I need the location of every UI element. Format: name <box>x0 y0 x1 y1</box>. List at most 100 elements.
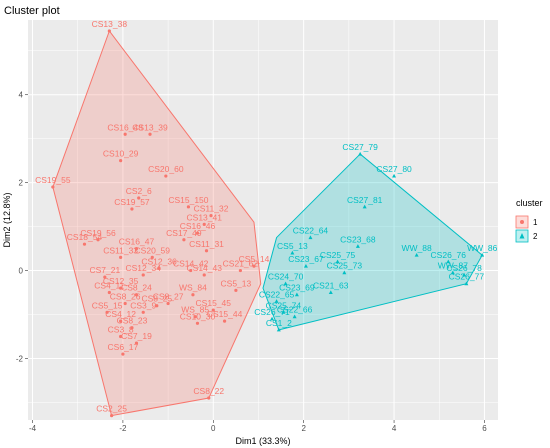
cluster-2-point <box>328 290 333 295</box>
point-label: CS8_25 <box>141 294 172 304</box>
cluster-1-point <box>130 326 134 330</box>
point-label: CS12_36 <box>141 256 177 266</box>
point-label: CS10_30 <box>180 311 216 321</box>
point-label: CS10_29 <box>103 149 139 159</box>
point-label: CS8_27 <box>153 292 184 302</box>
cluster-1-point <box>202 273 206 277</box>
point-label: CS3_9 <box>130 300 156 310</box>
cluster-1-point <box>51 185 55 189</box>
cluster-2-point <box>281 310 286 314</box>
point-label: CS21_63 <box>313 281 349 291</box>
cluster-2-point <box>292 314 297 319</box>
point-label: CS8_22 <box>193 386 224 396</box>
cluster-2-point <box>335 259 340 264</box>
cluster-1-point <box>155 304 159 308</box>
cluster-hulls <box>52 29 483 417</box>
point-label: CS1_2 <box>266 318 292 328</box>
point-label: CS25_75 <box>320 250 356 260</box>
cluster-1-point <box>119 334 123 339</box>
point-label: CS13_41 <box>187 212 223 222</box>
cluster-1-point <box>157 266 161 270</box>
point-label: CS8_24 <box>121 283 152 293</box>
point-label: CS27_79 <box>342 142 378 152</box>
cluster-1-point <box>207 396 211 400</box>
cluster-1-point <box>119 159 123 163</box>
cluster-1-point <box>211 308 215 312</box>
point-label: CS16_47 <box>119 237 155 247</box>
x-axis-label: Dim1 (33.3%) <box>235 436 290 446</box>
point-label: CS14_43 <box>187 263 223 273</box>
point-label: CS26_77 <box>449 272 485 282</box>
point-label: CS15_150 <box>168 195 208 205</box>
cluster-1-point <box>238 268 243 273</box>
cluster-1-point <box>134 293 139 297</box>
point-label: CS18_54 <box>67 232 103 242</box>
point-label: CS26_76 <box>431 250 467 260</box>
point-label: CS11_32 <box>194 204 229 214</box>
cluster-1-point <box>141 310 145 314</box>
x-tick-label: 6 <box>482 424 487 433</box>
cluster-1-point <box>82 242 87 246</box>
cluster-1-point <box>121 352 125 356</box>
cluster-1-point <box>195 231 200 235</box>
cluster-1-point <box>164 174 168 178</box>
point-label: CS8_26 <box>110 292 141 302</box>
cluster-1-point <box>189 268 193 273</box>
point-label: CS11_31 <box>189 239 224 249</box>
point-label: CS2_6 <box>126 186 152 196</box>
cluster-1-point <box>148 132 152 136</box>
point-label: CS5_13 <box>221 278 252 288</box>
legend-label: 2 <box>533 232 538 241</box>
cluster-1-point <box>186 205 191 209</box>
point-label: CS23_67 <box>288 254 324 264</box>
point-label: CS23_69 <box>279 283 315 293</box>
point-label: CS5_14 <box>239 254 270 264</box>
x-tick-label: -4 <box>29 424 37 433</box>
cluster-1-point <box>123 301 127 306</box>
cluster-2-point <box>462 272 467 277</box>
point-label: CS7_19 <box>121 331 152 341</box>
point-label: CS4_11 <box>94 281 124 291</box>
point-label: CS19_56 <box>80 228 116 238</box>
cluster-1-point <box>107 29 111 33</box>
cluster-2-point <box>274 299 279 303</box>
point-label: CS11_33 <box>103 245 138 255</box>
cluster-1-point <box>193 315 197 319</box>
point-label: CS4_12 <box>105 309 136 319</box>
point-label: CS13_39 <box>132 122 168 132</box>
cluster-1-point <box>191 293 195 297</box>
cluster-1-point <box>204 249 209 253</box>
legend-label: 1 <box>533 218 538 227</box>
point-label: CS26_78 <box>446 263 482 273</box>
cluster-1-point <box>150 255 154 259</box>
cluster-1-point <box>96 238 100 242</box>
x-tick-label: 0 <box>211 424 216 433</box>
legend: cluster 1 2 <box>515 198 543 243</box>
cluster-1-point <box>252 264 256 268</box>
cluster-2-point <box>464 281 469 286</box>
point-label: CS12_35 <box>103 276 139 286</box>
point-label: CS3_8 <box>108 324 134 334</box>
cluster-1-point <box>202 222 206 226</box>
cluster-2-point <box>270 316 275 321</box>
x-tick-label: 4 <box>392 424 397 433</box>
cluster-1-point <box>130 207 134 211</box>
point-label: CS22_66 <box>277 305 313 315</box>
cluster-1-point <box>103 275 107 279</box>
cluster-1-point <box>134 341 139 345</box>
point-label: CS17_49 <box>166 228 202 238</box>
cluster-2-point <box>303 263 308 268</box>
cluster-2-point <box>414 252 419 257</box>
cluster-1-point <box>234 288 238 292</box>
cluster-2-point <box>362 204 367 209</box>
cluster-2-point <box>290 250 295 255</box>
point-label: CS26_71 <box>254 307 290 317</box>
y-tick-label: 0 <box>19 267 24 276</box>
point-label: WW_87 <box>438 261 469 271</box>
cluster-1-point <box>222 319 227 323</box>
y-tick-label: 2 <box>19 179 24 188</box>
legend-title: cluster <box>516 198 543 208</box>
cluster-1-point <box>209 214 213 218</box>
